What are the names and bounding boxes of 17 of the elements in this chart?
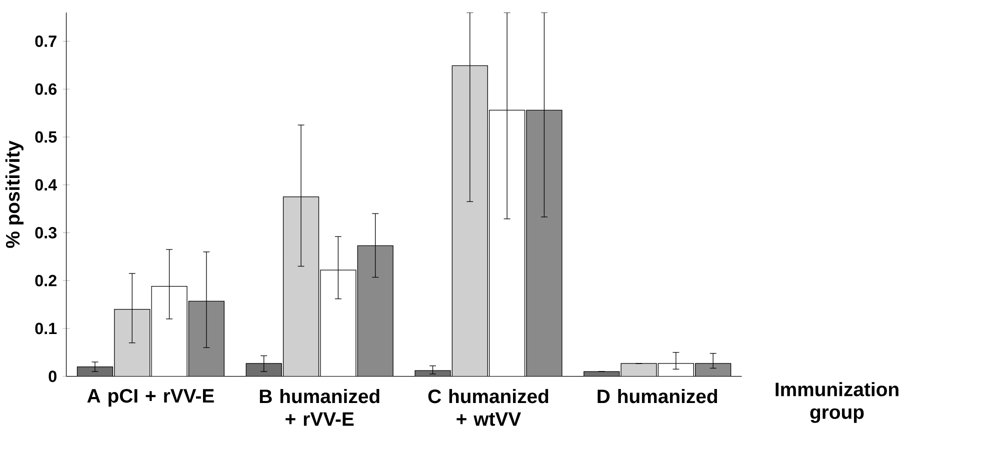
bar bbox=[695, 362, 732, 376]
bar bbox=[526, 110, 562, 376]
bar bbox=[358, 246, 394, 376]
y-tick-label: 0 bbox=[48, 370, 56, 382]
y-tick-label: 0.4 bbox=[35, 178, 58, 190]
x-axis-title: Immunization group bbox=[776, 382, 898, 423]
x-tick-label: C humanized + wtVV bbox=[428, 388, 548, 426]
x-tick-label: A pCI + rVV-E bbox=[87, 388, 214, 406]
y-tick-label: 0.3 bbox=[35, 226, 57, 238]
y-tick-label: 0.1 bbox=[35, 322, 57, 334]
y-tick-label: 0.7 bbox=[35, 35, 56, 47]
x-tick-label: B humanized + rVV-E bbox=[260, 388, 380, 426]
y-tick-label: 0.2 bbox=[35, 274, 56, 286]
x-tick-label: D humanized bbox=[598, 388, 718, 404]
y-tick-label: 0.5 bbox=[35, 131, 57, 143]
y-tick-label: 0.6 bbox=[35, 83, 57, 95]
y-axis-title: % positivity bbox=[5, 140, 24, 248]
